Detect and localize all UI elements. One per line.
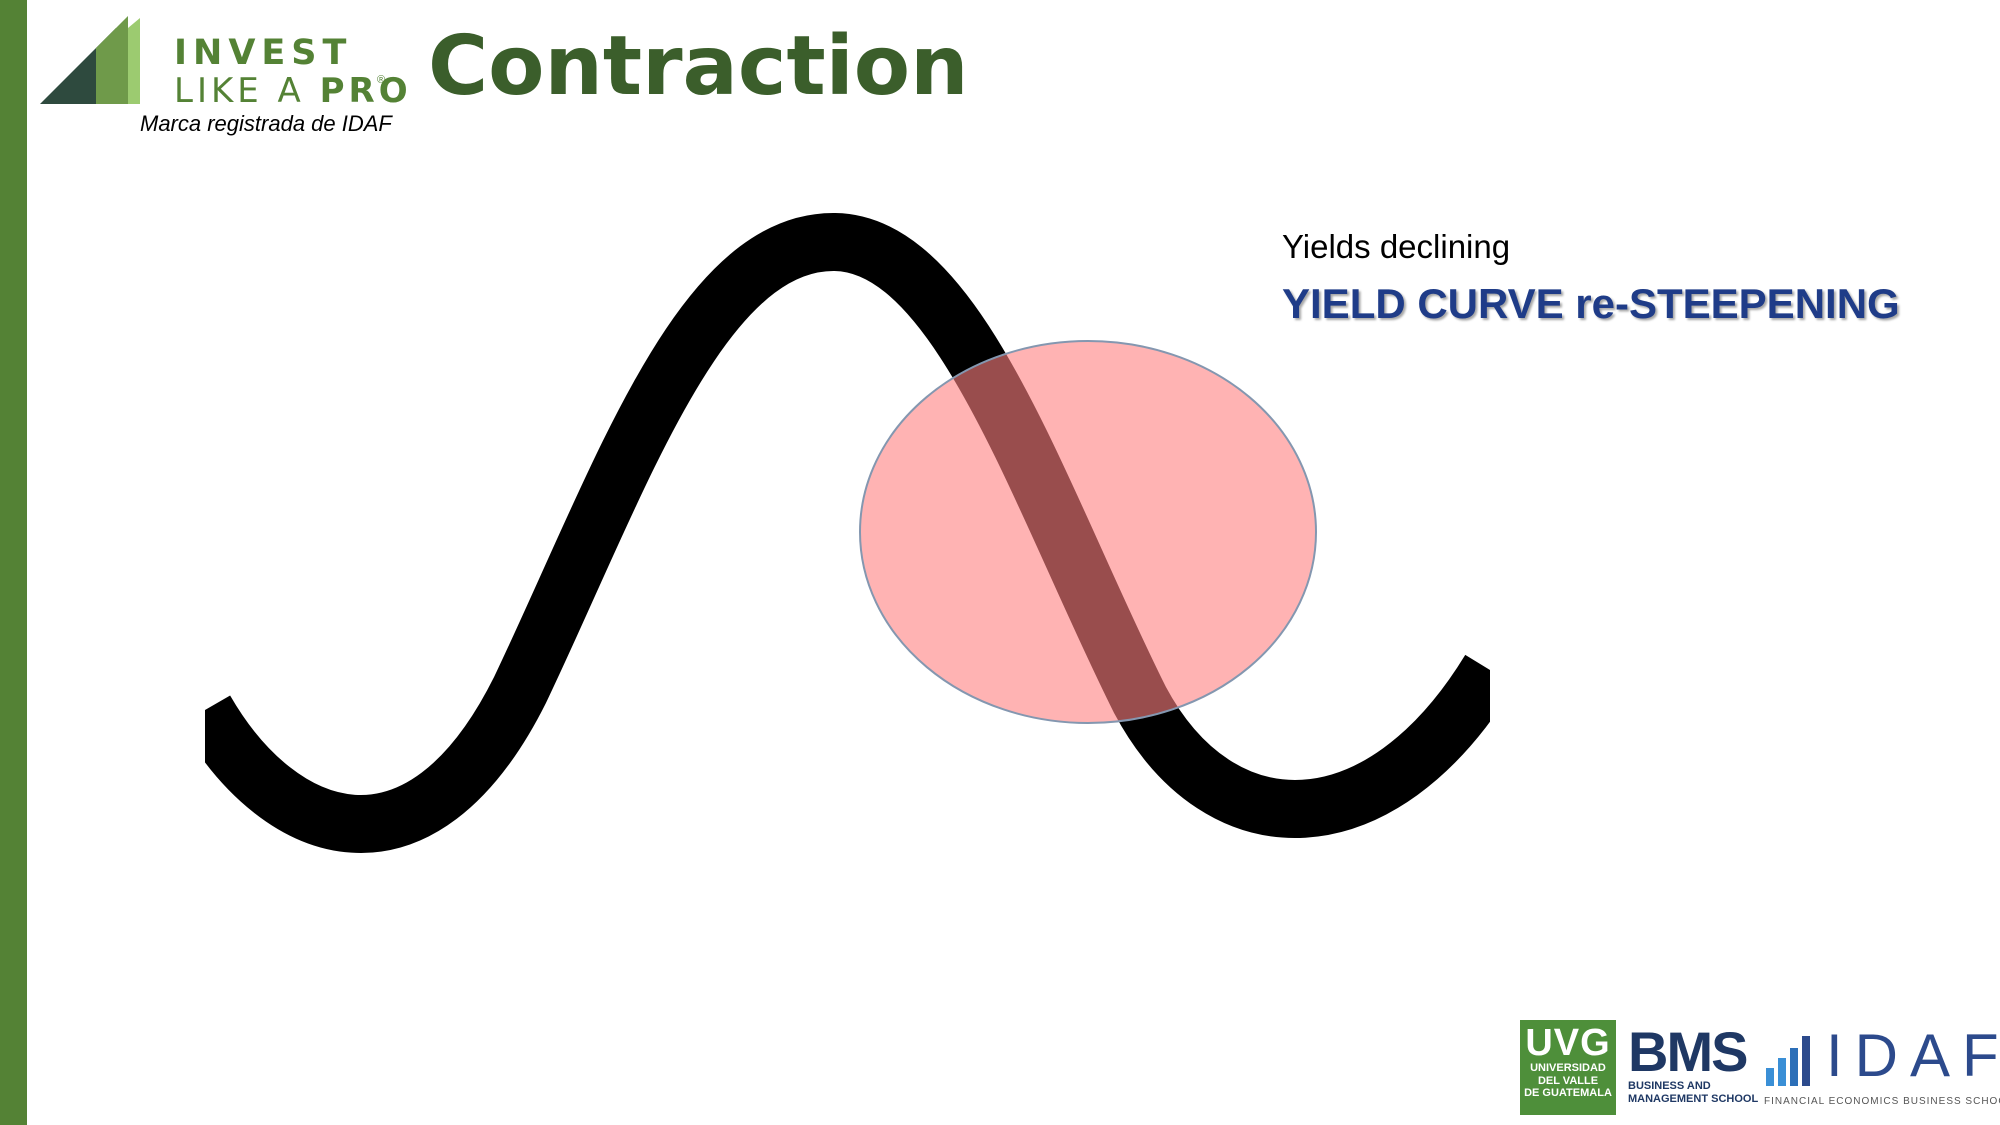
contraction-highlight-ellipse [859,340,1317,724]
idaf-abbr: IDAF [1826,1022,2000,1089]
uvg-line1: UNIVERSIDAD [1530,1062,1606,1074]
business-cycle-wave [179,212,1515,853]
idaf-tagline: FINANCIAL ECONOMICS BUSINESS SCHOOL [1764,1096,2000,1107]
logo-text-like-a-pro: LIKE A PRO [174,71,412,111]
invest-like-a-pro-logo: INVEST LIKE A PRO ® Marca registrada de … [36,14,408,144]
yield-curve-label: YIELD CURVE re-STEEPENING [1282,280,1900,327]
bms-line1: BUSINESS AND [1628,1080,1711,1092]
footer-logos: UVG UNIVERSIDAD DEL VALLE DE GUATEMALA B… [1520,1020,2000,1115]
logo-subtitle: Marca registrada de IDAF [140,111,392,136]
bar-chart-icon [1766,1036,1810,1086]
uvg-logo: UVG UNIVERSIDAD DEL VALLE DE GUATEMALA [1520,1020,1616,1115]
idaf-logo: IDAF FINANCIAL ECONOMICS BUSINESS SCHOOL [1764,1020,2000,1115]
uvg-line3: DE GUATEMALA [1524,1087,1612,1100]
left-accent-bar [0,0,27,1125]
uvg-line2: DEL VALLE [1537,1074,1599,1087]
logo-text-invest: INVEST [174,33,353,73]
bms-logo: BMS BUSINESS AND MANAGEMENT SCHOOL [1628,1024,1758,1106]
bms-abbr: BMS [1628,1020,1748,1083]
yields-declining-text: Yields declining [1282,228,1511,265]
uvg-abbr: UVG [1525,1022,1611,1064]
mountain-logo-icon [40,16,140,104]
registered-mark: ® [377,74,386,86]
bms-line2: MANAGEMENT SCHOOL [1628,1093,1759,1106]
page-title: Contraction [428,19,969,114]
